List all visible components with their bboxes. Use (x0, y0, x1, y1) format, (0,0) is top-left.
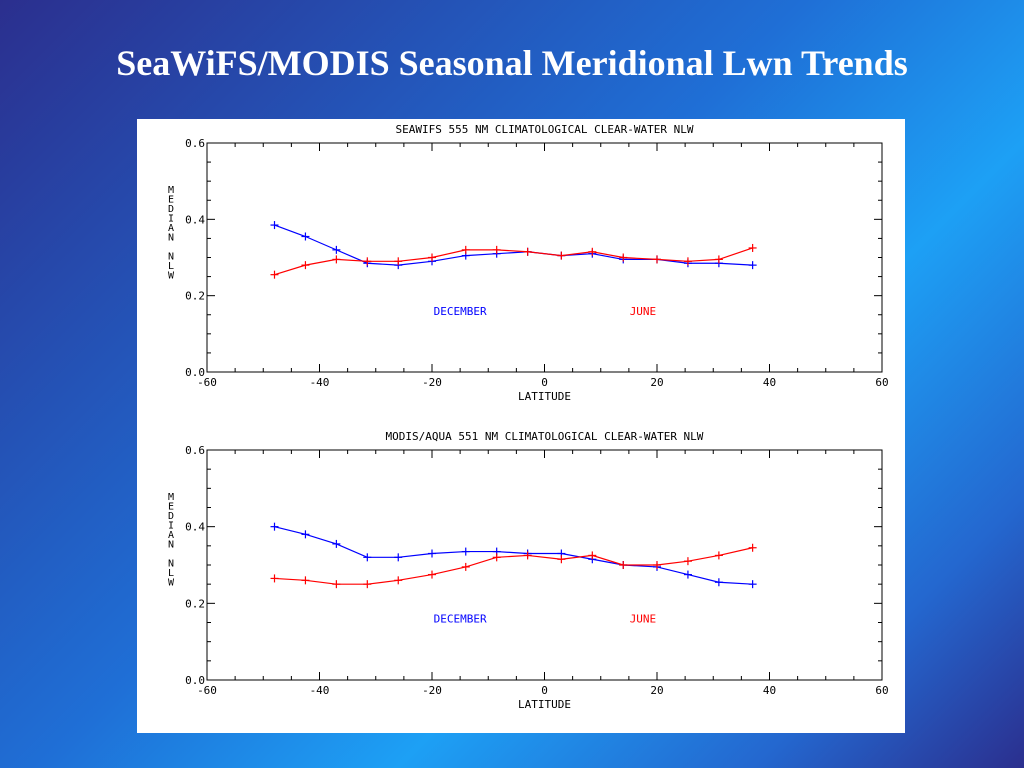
data-point-june (332, 580, 341, 589)
series-line-june (274, 547, 753, 585)
data-point-june (301, 576, 310, 585)
data-point-june (557, 251, 566, 260)
data-point-june (394, 257, 403, 266)
x-tick-label: 20 (650, 684, 663, 697)
chart-2: MODIS/AQUA 551 NM CLIMATOLOGICAL CLEAR-W… (168, 430, 889, 711)
data-point-december (683, 570, 692, 579)
data-point-december (748, 580, 757, 589)
x-tick-label: 0 (541, 684, 548, 697)
x-tick-label: 20 (650, 376, 663, 389)
x-tick-label: -60 (197, 684, 217, 697)
data-point-december (332, 245, 341, 254)
x-tick-label: 40 (763, 376, 776, 389)
x-tick-label: -20 (422, 376, 442, 389)
x-tick-label: 0 (541, 376, 548, 389)
x-tick-label: -20 (422, 684, 442, 697)
series-label-june: JUNE (630, 305, 657, 318)
series-label-december: DECEMBER (434, 613, 487, 626)
data-point-june (301, 261, 310, 270)
data-point-june (363, 580, 372, 589)
data-point-june (588, 551, 597, 560)
slide-title: SeaWiFS/MODIS Seasonal Meridional Lwn Tr… (116, 43, 908, 83)
data-point-june (270, 270, 279, 279)
data-point-december (301, 530, 310, 539)
chart-figure-panel: SEAWIFS 555 NM CLIMATOLOGICAL CLEAR-WATE… (137, 119, 905, 733)
data-point-june (523, 247, 532, 256)
data-point-june (461, 245, 470, 254)
data-point-june (748, 543, 757, 552)
y-tick-label: 0.0 (185, 366, 205, 379)
data-point-june (394, 576, 403, 585)
data-point-june (653, 255, 661, 264)
plot-frame (206, 449, 883, 681)
chart-title: SEAWIFS 555 NM CLIMATOLOGICAL CLEAR-WATE… (395, 123, 693, 136)
x-tick-label: 60 (875, 376, 888, 389)
x-tick-label: 60 (875, 684, 888, 697)
data-point-june (588, 247, 597, 256)
data-point-december (428, 549, 436, 558)
y-tick-label: 0.0 (185, 674, 205, 687)
data-point-june (461, 562, 470, 571)
data-point-june (714, 255, 723, 264)
x-axis-label: LATITUDE (518, 698, 571, 711)
data-point-june (492, 553, 501, 562)
y-tick-label: 0.6 (185, 444, 205, 457)
x-tick-label: -40 (310, 376, 330, 389)
series-line-december (274, 224, 753, 266)
data-point-december (332, 539, 341, 548)
data-point-june (619, 561, 628, 569)
x-tick-label: -40 (310, 684, 330, 697)
data-point-june (428, 253, 436, 262)
data-point-december (270, 522, 279, 531)
data-point-june (270, 574, 279, 583)
data-point-december (714, 578, 723, 587)
series-line-june (274, 247, 753, 276)
data-point-june (332, 255, 341, 264)
series-label-june: JUNE (630, 613, 657, 626)
data-point-december (270, 221, 279, 230)
data-point-june (428, 570, 436, 579)
x-tick-label: 40 (763, 684, 776, 697)
data-point-june (557, 555, 566, 564)
data-point-december (461, 547, 470, 556)
data-point-june (523, 551, 532, 560)
data-point-december (363, 553, 372, 562)
y-tick-label: 0.2 (185, 597, 205, 610)
data-point-june (683, 257, 692, 266)
y-tick-label: 0.4 (185, 213, 205, 226)
data-point-june (492, 245, 501, 254)
y-tick-label: 0.6 (185, 137, 205, 150)
data-point-june (714, 551, 723, 560)
data-point-june (619, 253, 628, 262)
x-axis-label: LATITUDE (518, 390, 571, 403)
y-tick-label: 0.2 (185, 290, 205, 303)
data-point-december (301, 232, 310, 241)
chart-1: SEAWIFS 555 NM CLIMATOLOGICAL CLEAR-WATE… (168, 123, 889, 403)
plot-frame (206, 142, 883, 373)
chart-title: MODIS/AQUA 551 NM CLIMATOLOGICAL CLEAR-W… (386, 430, 704, 443)
data-point-june (683, 557, 692, 566)
data-point-december (394, 553, 403, 562)
data-point-december (748, 261, 757, 270)
x-tick-label: -60 (197, 376, 217, 389)
data-point-june (748, 243, 757, 252)
y-tick-label: 0.4 (185, 521, 205, 534)
chart-svg: SEAWIFS 555 NM CLIMATOLOGICAL CLEAR-WATE… (168, 123, 889, 711)
data-point-june (653, 561, 661, 569)
data-point-june (363, 257, 372, 266)
series-label-december: DECEMBER (434, 305, 487, 318)
series-line-december (274, 526, 753, 585)
